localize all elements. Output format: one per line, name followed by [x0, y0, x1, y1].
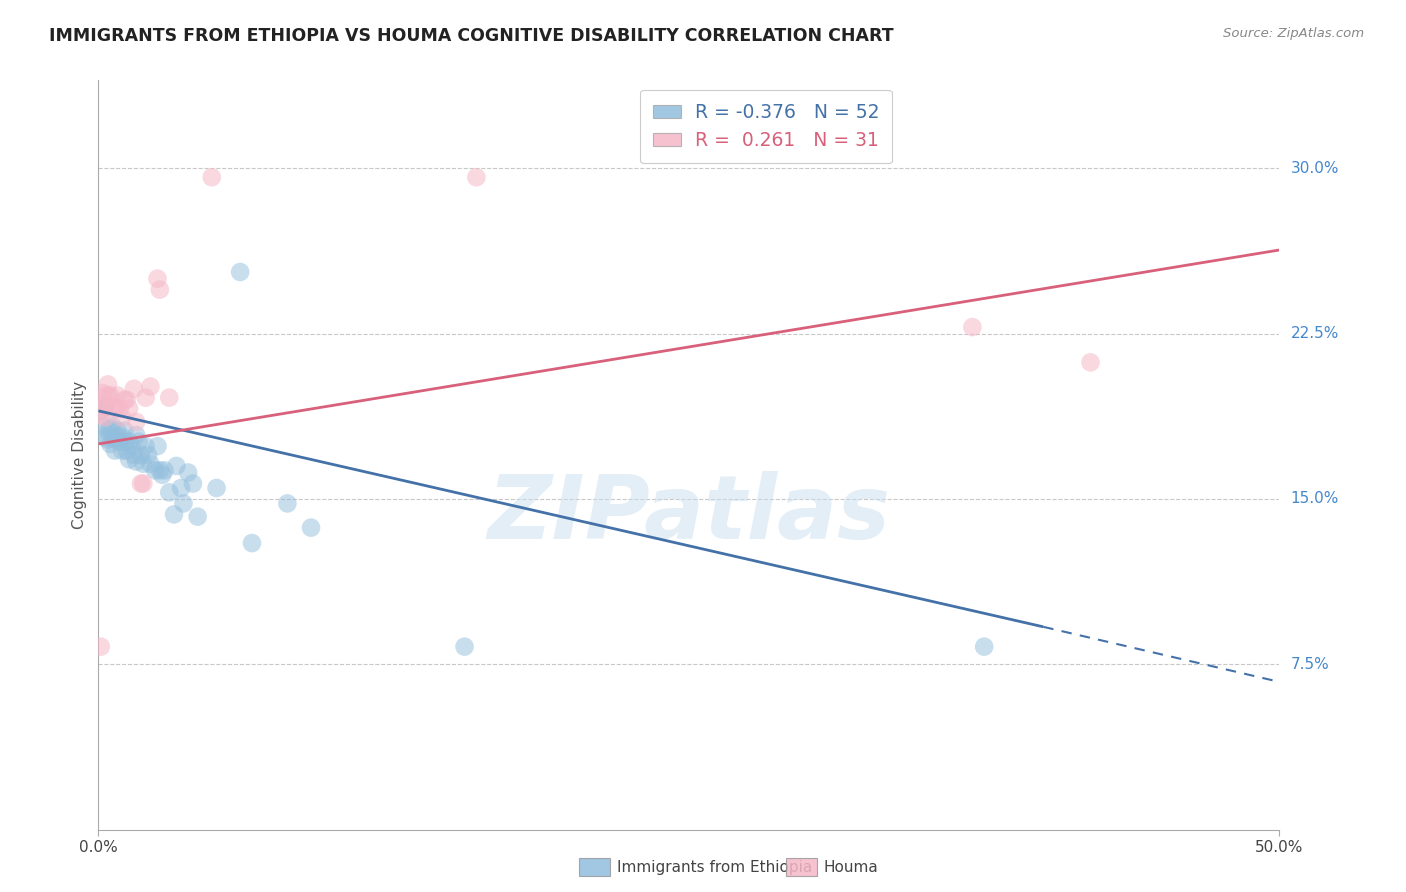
Point [240, 536, 263, 550]
Text: 30.0%: 30.0% [1291, 161, 1339, 176]
Point [962, 320, 984, 334]
Point [97, 377, 120, 392]
Point [157, 485, 180, 500]
Text: 7.5%: 7.5% [1291, 657, 1329, 672]
Point [165, 458, 187, 473]
Point [149, 463, 172, 477]
Point [135, 391, 157, 405]
Point [94, 400, 117, 414]
Point [104, 443, 127, 458]
Point [98, 388, 121, 402]
Point [205, 481, 228, 495]
Point [94, 410, 117, 425]
Point [229, 265, 252, 279]
Point [104, 433, 127, 447]
Point [163, 508, 186, 522]
Text: Immigrants from Ethiopia: Immigrants from Ethiopia [617, 860, 813, 874]
Point [187, 509, 209, 524]
Point [170, 481, 193, 495]
Point [111, 410, 134, 425]
Point [97, 388, 120, 402]
Point [181, 476, 204, 491]
Point [172, 496, 194, 510]
Point [1080, 355, 1102, 369]
Text: 22.5%: 22.5% [1291, 326, 1339, 342]
Point [121, 439, 143, 453]
Point [177, 466, 200, 480]
Point [132, 476, 155, 491]
Point [122, 448, 145, 462]
Point [129, 476, 152, 491]
Point [94, 400, 117, 414]
Point [146, 439, 169, 453]
Point [112, 434, 135, 449]
Point [139, 379, 162, 393]
Point [299, 521, 322, 535]
Point [973, 640, 995, 654]
Point [101, 419, 124, 434]
Point [129, 448, 152, 462]
Point [132, 457, 155, 471]
Point [111, 443, 134, 458]
Point [453, 640, 475, 654]
Point [153, 463, 176, 477]
Point [112, 424, 135, 438]
Text: IMMIGRANTS FROM ETHIOPIA VS HOUMA COGNITIVE DISABILITY CORRELATION CHART: IMMIGRANTS FROM ETHIOPIA VS HOUMA COGNIT… [49, 27, 894, 45]
Point [98, 437, 121, 451]
Point [465, 170, 488, 185]
Text: 15.0%: 15.0% [1291, 491, 1339, 507]
Legend: R = -0.376   N = 52, R =  0.261   N = 31: R = -0.376 N = 52, R = 0.261 N = 31 [640, 90, 893, 163]
Point [157, 391, 180, 405]
Point [108, 434, 131, 449]
Point [90, 640, 112, 654]
Point [143, 463, 166, 477]
Point [128, 434, 150, 449]
Point [90, 409, 112, 423]
Point [112, 392, 135, 407]
Point [90, 404, 112, 418]
Point [90, 391, 112, 405]
Point [97, 424, 120, 438]
Point [101, 400, 124, 414]
Point [125, 415, 148, 429]
Point [118, 434, 141, 449]
Point [122, 382, 145, 396]
Point [91, 419, 114, 434]
Point [111, 430, 134, 444]
Point [94, 430, 117, 444]
Point [135, 439, 157, 453]
Point [101, 430, 124, 444]
Text: Houma: Houma [824, 860, 879, 874]
Point [105, 430, 128, 444]
Point [91, 401, 114, 416]
Point [118, 452, 141, 467]
Text: Source: ZipAtlas.com: Source: ZipAtlas.com [1223, 27, 1364, 40]
Point [108, 401, 131, 416]
Point [139, 457, 162, 471]
Point [276, 496, 298, 510]
Point [98, 421, 121, 435]
Point [115, 392, 138, 407]
Point [97, 433, 120, 447]
Point [118, 401, 141, 416]
Point [104, 401, 127, 416]
Point [115, 443, 138, 458]
Point [146, 271, 169, 285]
Point [136, 448, 159, 462]
Point [150, 467, 173, 482]
Text: ZIPatlas: ZIPatlas [488, 471, 890, 558]
Point [105, 424, 128, 438]
Y-axis label: Cognitive Disability: Cognitive Disability [72, 381, 87, 529]
Point [105, 388, 128, 402]
Point [125, 428, 148, 442]
Point [91, 386, 114, 401]
Point [149, 283, 172, 297]
Point [201, 170, 224, 185]
Point [125, 454, 148, 468]
